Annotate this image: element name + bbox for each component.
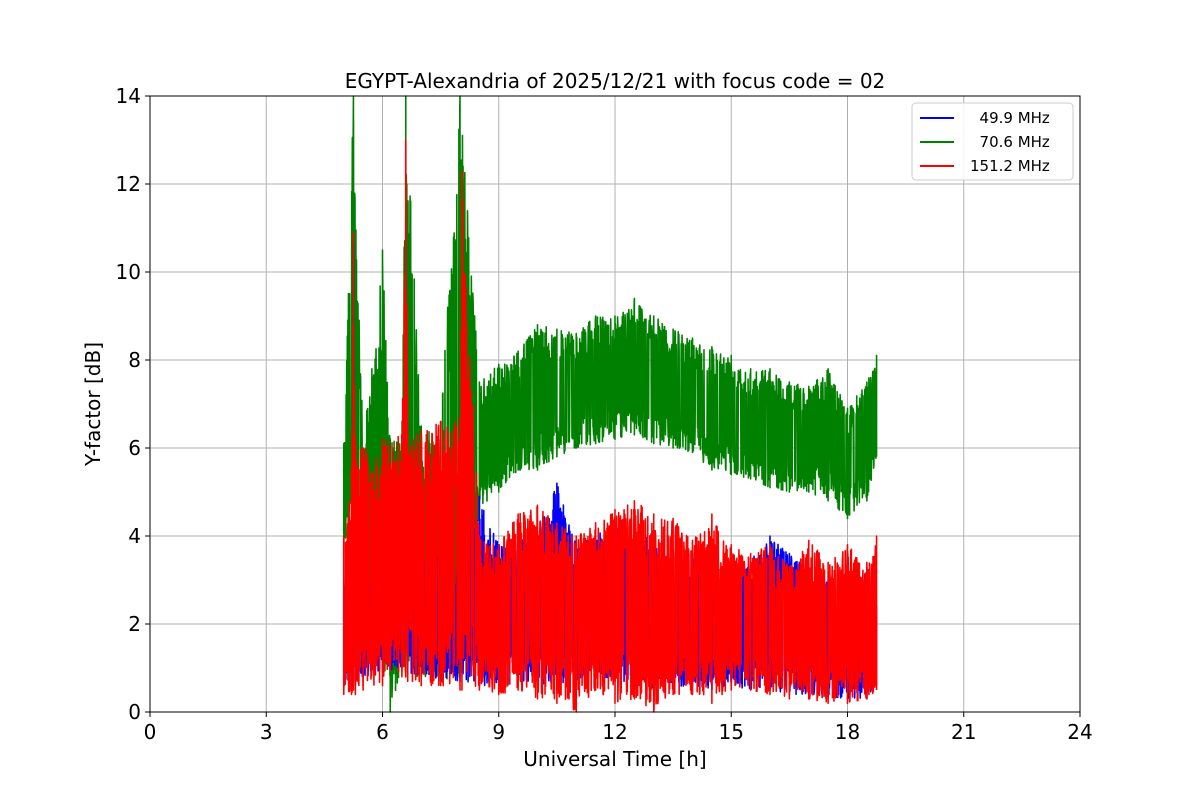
- series-line: [342, 139, 878, 713]
- x-tick-label: 12: [602, 720, 627, 744]
- x-tick-label: 18: [835, 720, 860, 744]
- x-tick-label: 24: [1067, 720, 1092, 744]
- chart-title: EGYPT-Alexandria of 2025/12/21 with focu…: [345, 69, 886, 93]
- x-tick-label: 9: [492, 720, 505, 744]
- x-tick-label: 21: [951, 720, 976, 744]
- y-axis-title: Y-factor [dB]: [81, 342, 105, 467]
- y-tick-label: 6: [128, 436, 141, 460]
- y-tick-label: 14: [116, 84, 141, 108]
- x-tick-label: 6: [376, 720, 389, 744]
- x-axis-title: Universal Time [h]: [523, 747, 706, 771]
- legend-label: 49.9 MHz: [970, 109, 1050, 127]
- legend-label: 70.6 MHz: [970, 133, 1050, 151]
- x-tick-label: 0: [144, 720, 157, 744]
- legend: 49.9 MHz 70.6 MHz 151.2 MHz: [911, 102, 1074, 181]
- legend-frame: [911, 102, 1074, 181]
- x-tick-label: 15: [719, 720, 744, 744]
- y-tick-label: 10: [116, 260, 141, 284]
- y-tick-label: 2: [128, 612, 141, 636]
- x-tick-label: 3: [260, 720, 273, 744]
- series-layer: [342, 95, 878, 713]
- y-tick-label: 8: [128, 348, 141, 372]
- y-tick-label: 12: [116, 172, 141, 196]
- legend-label: 151.2 MHz: [970, 157, 1050, 175]
- y-tick-label: 4: [128, 524, 141, 548]
- y-tick-label: 0: [128, 700, 141, 724]
